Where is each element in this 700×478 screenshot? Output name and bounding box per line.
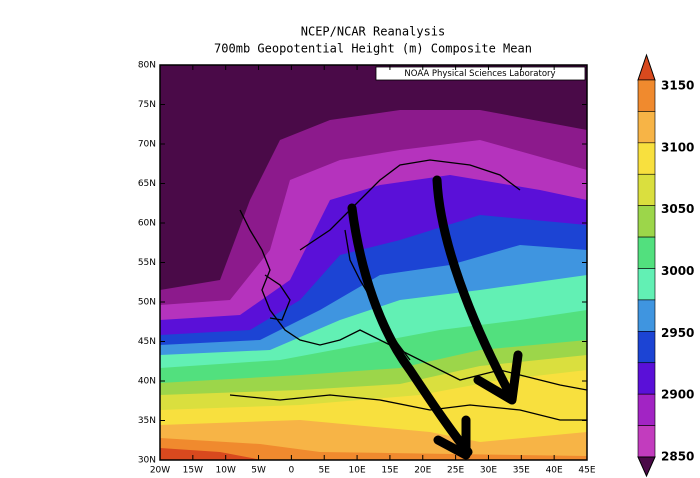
- colorbar-label: 2850: [661, 450, 694, 464]
- lon-label: 20E: [414, 466, 431, 476]
- lat-label: 45N: [138, 337, 156, 347]
- colorbar-swatch: [637, 111, 656, 144]
- subtitle: 700mb Geopotential Height (m) Composite …: [214, 42, 532, 56]
- colorbar-cap: [637, 53, 656, 81]
- lat-label: 65N: [138, 179, 156, 189]
- colorbar-label: 3050: [661, 202, 694, 216]
- colorbar-label: 3150: [661, 79, 694, 93]
- lon-label: 10E: [349, 466, 366, 476]
- colorbar-swatch: [637, 79, 656, 112]
- colorbar-swatch: [637, 299, 656, 332]
- height-field: [160, 65, 587, 460]
- lon-label: 30E: [480, 466, 497, 476]
- colorbar-swatch: [637, 393, 656, 426]
- colorbar-swatch: [637, 425, 656, 458]
- colorbar-label: 3100: [661, 140, 694, 154]
- flow-arrows: [347, 175, 523, 460]
- title: NCEP/NCAR Reanalysis: [301, 25, 446, 39]
- lon-label: 15E: [381, 466, 398, 476]
- lon-label: 40E: [546, 466, 563, 476]
- colorbar-swatch: [637, 268, 656, 301]
- lat-label: 30N: [138, 456, 156, 466]
- lat-label: 70N: [138, 140, 156, 150]
- lon-label: 5E: [319, 466, 331, 476]
- lon-label: 25E: [447, 466, 464, 476]
- lat-label: 40N: [138, 377, 156, 387]
- colorbar-swatch: [637, 331, 656, 364]
- colorbar-swatch: [637, 362, 656, 395]
- credit: NOAA Physical Sciences Laboratory: [404, 69, 555, 79]
- lon-label: 35E: [513, 466, 530, 476]
- lat-label: 50N: [138, 298, 156, 308]
- colorbar-cap: [637, 456, 656, 478]
- colorbar-label: 2900: [661, 388, 694, 402]
- colorbar-label: 3000: [661, 264, 694, 278]
- colorbar-label: 2950: [661, 326, 694, 340]
- colorbar-swatch: [637, 173, 656, 206]
- lon-label: 5W: [251, 466, 266, 476]
- lon-label: 10W: [216, 466, 236, 476]
- colorbar-swatch: [637, 142, 656, 175]
- lat-label: 60N: [138, 219, 156, 229]
- lat-label: 75N: [138, 100, 156, 110]
- colorbar-swatch: [637, 205, 656, 238]
- lat-label: 35N: [138, 416, 156, 426]
- lon-label: 20W: [150, 466, 170, 476]
- lon-label: 15W: [183, 466, 203, 476]
- credit-box: [375, 66, 586, 81]
- lon-label: 0: [289, 466, 295, 476]
- lat-label: 80N: [138, 61, 156, 71]
- colorbar: 3150 3100 3050 3000 2950 2900 2850: [637, 53, 694, 478]
- lon-label: 45E: [578, 466, 595, 476]
- lat-label: 55N: [138, 258, 156, 268]
- colorbar-swatch: [637, 236, 656, 269]
